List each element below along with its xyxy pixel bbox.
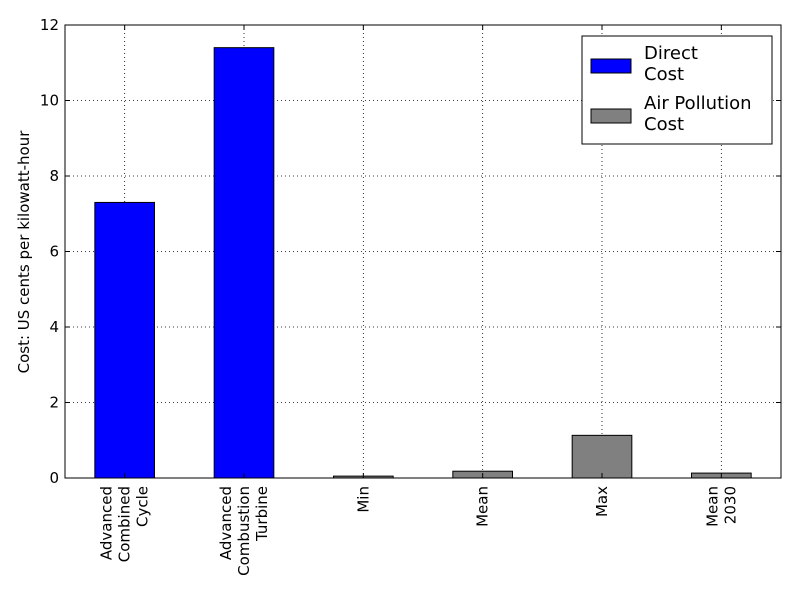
x-tick-label-line: Turbine	[253, 486, 271, 542]
y-tick-label: 8	[49, 167, 59, 185]
y-tick-label: 10	[40, 92, 59, 110]
x-tick-label: Mean 2030	[703, 486, 739, 527]
x-tick-label-line: Cycle	[134, 486, 152, 527]
y-tick-label: 2	[49, 394, 59, 412]
x-tick-label-line: Advanced	[98, 486, 116, 560]
legend-label: Direct Cost	[644, 43, 698, 85]
x-tick-label: Advanced Combustion Turbine	[217, 486, 271, 576]
legend: Direct Cost Air Pollution Cost	[581, 35, 773, 145]
x-tick-label-line: Mean	[474, 486, 492, 527]
bars	[94, 47, 752, 479]
x-tick-label-line: 2030	[721, 486, 739, 524]
x-tick-label-line: Max	[593, 486, 611, 517]
y-tick-label: 0	[49, 469, 59, 487]
y-tick-label: 6	[49, 243, 59, 261]
y-tick-label: 4	[49, 318, 59, 336]
y-axis-label: Cost: US cents per kilowatt-hour	[15, 130, 33, 374]
x-tick-label: Mean	[474, 486, 492, 527]
bar	[94, 201, 156, 479]
x-tick-label-line: Combustion	[235, 486, 253, 576]
legend-label: Air Pollution Cost	[644, 93, 752, 135]
x-tick-label-line: Advanced	[217, 486, 235, 560]
x-tick-label: Advanced Combined Cycle	[98, 486, 152, 562]
x-axis: Advanced Combined Cycle Advanced Combustion T…	[98, 25, 739, 576]
bar	[571, 434, 633, 479]
legend-swatch	[590, 108, 632, 124]
x-tick-label-line: Min	[354, 486, 372, 513]
x-tick-label: Max	[593, 486, 611, 517]
y-axis: 0 2 4 6 8 10 12	[40, 16, 781, 487]
legend-box	[581, 35, 773, 145]
bar	[213, 47, 275, 479]
y-tick-label: 12	[40, 16, 59, 34]
x-tick-label: Min	[354, 486, 372, 513]
x-tick-label-line: Mean	[703, 486, 721, 527]
legend-swatch	[590, 58, 632, 74]
x-tick-label-line: Combined	[116, 486, 134, 562]
